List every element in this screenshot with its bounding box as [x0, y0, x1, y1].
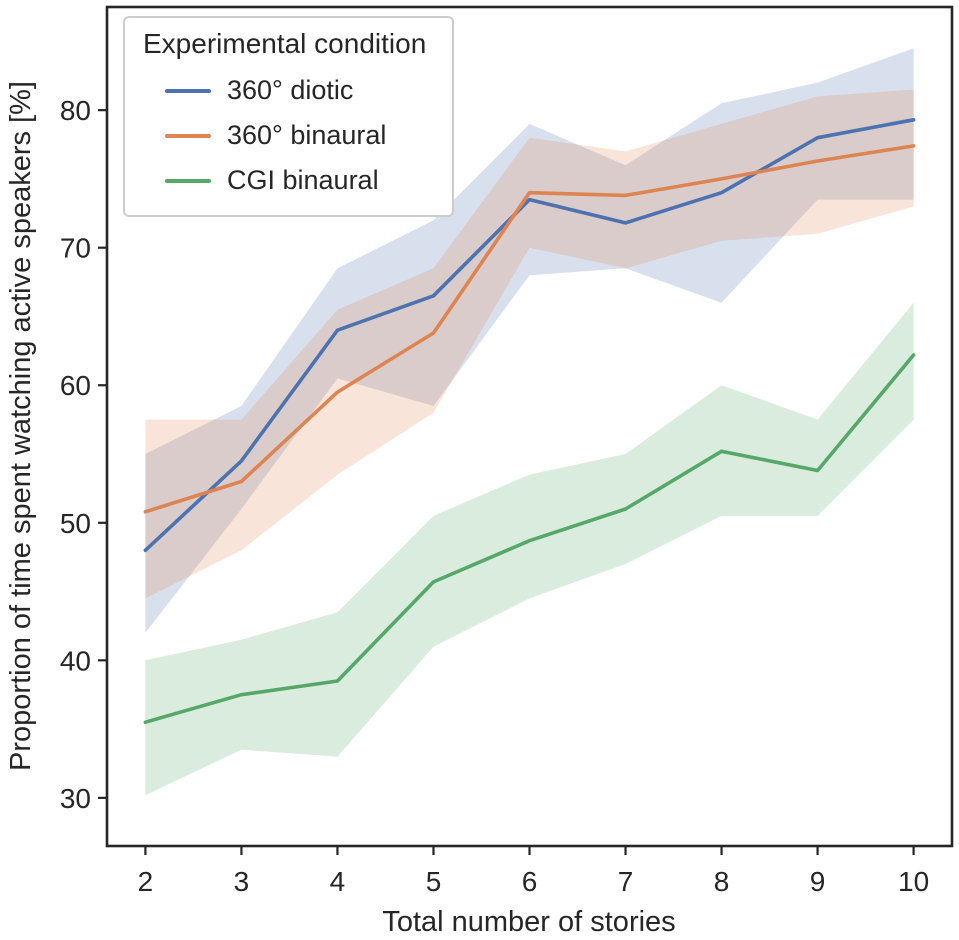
legend-item: CGI binaural: [143, 158, 426, 203]
svg-text:6: 6: [522, 866, 538, 897]
svg-text:30: 30: [60, 783, 91, 814]
legend-swatch-cgi-binaural: [165, 178, 211, 183]
plot-layer: 2 3 4 5 6 7 8 9 10 30 40 50 60 70 80: [60, 5, 954, 897]
x-axis-label: Total number of stories: [382, 906, 675, 938]
legend-swatch-360-binaural: [165, 133, 211, 138]
svg-text:50: 50: [60, 508, 91, 539]
svg-text:80: 80: [60, 95, 91, 126]
legend: Experimental condition 360° diotic 360° …: [123, 16, 455, 217]
legend-item: 360° binaural: [143, 113, 426, 158]
svg-text:3: 3: [234, 866, 250, 897]
legend-item: 360° diotic: [143, 68, 426, 113]
svg-text:9: 9: [810, 866, 826, 897]
svg-text:4: 4: [330, 866, 346, 897]
svg-text:60: 60: [60, 370, 91, 401]
legend-swatch-diotic: [165, 88, 211, 93]
legend-label-diotic: 360° diotic: [227, 75, 354, 105]
legend-label-cgi-binaural: CGI binaural: [227, 165, 379, 195]
svg-text:8: 8: [714, 866, 730, 897]
svg-text:10: 10: [898, 866, 929, 897]
y-axis-label: Proportion of time spent watching active…: [5, 81, 37, 771]
svg-text:7: 7: [618, 866, 634, 897]
legend-title: Experimental condition: [143, 28, 427, 59]
svg-text:40: 40: [60, 645, 91, 676]
svg-text:2: 2: [138, 866, 154, 897]
legend-label-360-binaural: 360° binaural: [227, 120, 387, 150]
svg-text:5: 5: [426, 866, 442, 897]
svg-text:70: 70: [60, 233, 91, 264]
